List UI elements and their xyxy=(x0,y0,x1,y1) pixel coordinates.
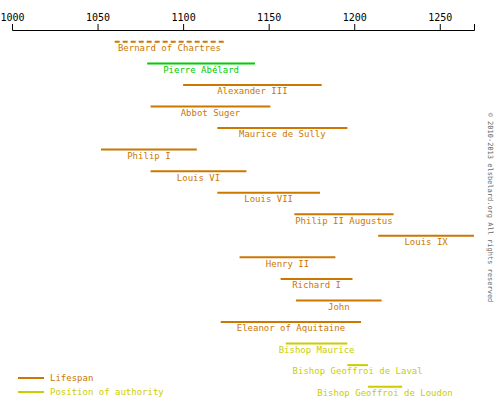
legend-swatch xyxy=(18,377,44,379)
plot: 1000 1050 1100 1150 1200 1250 Bernard of Chart… xyxy=(0,12,474,398)
row-label: Eleanor of Aquitaine xyxy=(237,323,345,333)
row-label: John xyxy=(328,302,350,312)
tick-label: 1000 xyxy=(0,12,24,23)
row-label: Richard I xyxy=(292,280,341,290)
chart: 1000 1050 1100 1150 1200 1250 Bernard of Chart… xyxy=(0,0,498,415)
legend: Lifespan Position of authority xyxy=(18,373,164,397)
row-label: Bishop Geoffroi de Loudon xyxy=(317,388,452,398)
row-label: Louis IX xyxy=(404,237,448,247)
annotation: © 2010-2013 elsbelard.org All rights res… xyxy=(486,113,494,303)
tick-mark xyxy=(183,24,184,30)
row-label: Alexander III xyxy=(217,86,287,96)
tick-label: 1150 xyxy=(257,12,281,23)
tick-label: 1200 xyxy=(343,12,367,23)
row-label: Louis VI xyxy=(177,173,220,183)
row-label: Philip I xyxy=(127,151,170,161)
tick: 1150 xyxy=(257,12,281,30)
tick-mark xyxy=(440,24,441,30)
tick-mark xyxy=(12,24,13,30)
tick: 1050 xyxy=(86,12,110,30)
legend-label: Position of authority xyxy=(50,387,164,397)
tick-label: 1050 xyxy=(86,12,110,23)
tick: 1100 xyxy=(172,12,196,30)
row-label: Abbot Suger xyxy=(181,108,241,118)
legend-label: Lifespan xyxy=(50,373,93,383)
tick: 1000 xyxy=(0,12,24,30)
row-label: Bernard of Chartres xyxy=(118,43,221,53)
row-label: Pierre Abélard xyxy=(163,65,239,75)
tick-mark xyxy=(269,24,270,30)
legend-swatch xyxy=(18,391,44,393)
row-label: Louis VII xyxy=(244,194,293,204)
labels: Bernard of Chartres Pierre Abélard Alexand… xyxy=(118,43,453,398)
tick: 1250 xyxy=(428,12,452,30)
row-label: Bishop Maurice xyxy=(279,345,355,355)
tick-label: 1100 xyxy=(172,12,196,23)
row-label: Bishop Geoffroi de Laval xyxy=(293,366,423,376)
marks xyxy=(101,42,474,387)
axis-line xyxy=(13,24,475,31)
row-label: Maurice de Sully xyxy=(239,129,326,139)
tick-label: 1250 xyxy=(428,12,452,23)
tick: 1200 xyxy=(343,12,367,30)
tick-mark xyxy=(354,24,355,30)
tick-mark xyxy=(98,24,99,30)
row-label: Henry II xyxy=(266,259,309,269)
row-label: Philip II Augustus xyxy=(295,216,393,226)
x-axis: 1000 1050 1100 1150 1200 1250 xyxy=(0,12,474,31)
